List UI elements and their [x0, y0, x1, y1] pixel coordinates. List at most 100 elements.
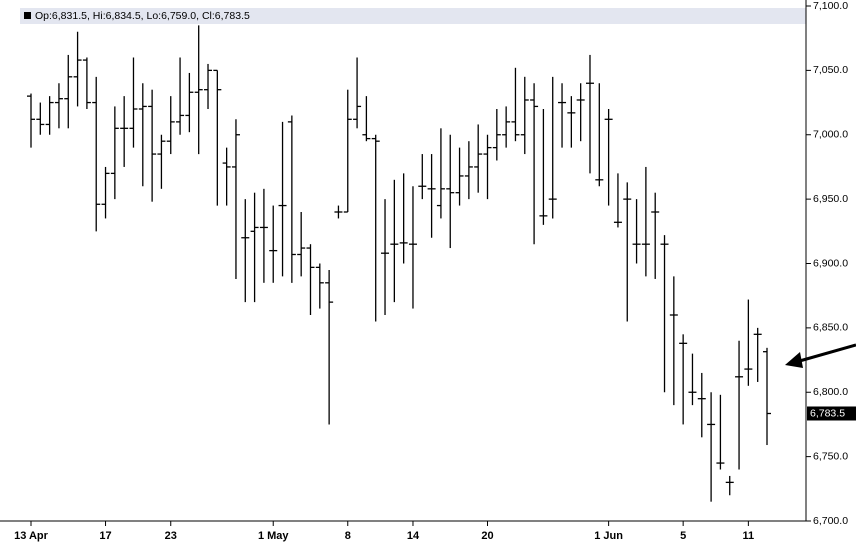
- ohlc-bar: [455, 147, 464, 206]
- ohlc-bar: [669, 276, 678, 406]
- y-tick-label: 7,050.0: [813, 64, 848, 76]
- ohlc-bar: [446, 134, 455, 249]
- y-tick-label: 7,000.0: [813, 129, 848, 141]
- ohlc-bar: [511, 67, 520, 142]
- ohlc-bar: [194, 25, 203, 155]
- ohlc-bar: [222, 147, 231, 206]
- ohlc-bar: [231, 119, 240, 279]
- ohlc-bar: [660, 235, 669, 393]
- ohlc-bar: [73, 31, 82, 107]
- x-tick-label: 1 Jun: [594, 530, 623, 542]
- x-tick-label: 17: [99, 530, 111, 542]
- ohlc-bar: [250, 192, 259, 303]
- annotation-arrow: [785, 343, 856, 368]
- ohlc-bar: [427, 154, 436, 238]
- x-tick-label: 23: [165, 530, 177, 542]
- ohlc-bar: [343, 89, 352, 213]
- ohlc-bar: [651, 192, 660, 279]
- last-price-box: [807, 406, 856, 421]
- ohlc-bar: [27, 93, 35, 148]
- x-tick-label: 1 May: [258, 530, 289, 542]
- ohlc-bar: [604, 109, 613, 206]
- ohlc-bar: [418, 154, 427, 200]
- ohlc-bar: [492, 109, 501, 161]
- ohlc-bar: [763, 347, 771, 446]
- ohlc-bar: [129, 57, 138, 148]
- ohlc-bar: [185, 72, 194, 133]
- y-tick-label: 6,750.0: [813, 450, 848, 462]
- ohlc-bar: [241, 199, 250, 303]
- ohlc-bar: [613, 173, 622, 228]
- ohlc-bar: [148, 89, 157, 202]
- ohlc-bar: [213, 69, 222, 206]
- ohlc-bar: [464, 141, 473, 200]
- ohlc-bar: [278, 121, 287, 277]
- ohlc-bar: [558, 83, 567, 148]
- ohlc-bar: [64, 54, 73, 129]
- ohlc-bar: [176, 57, 185, 135]
- header-text: Op:6,831.5, Hi:6,834.5, Lo:6,759.0, Cl:6…: [35, 10, 250, 22]
- ohlc-bar: [436, 128, 445, 219]
- ohlc-bar: [269, 205, 278, 283]
- ohlc-bar: [725, 475, 734, 496]
- y-tick-label: 7,100.0: [813, 0, 848, 12]
- ohlc-bar: [716, 394, 725, 470]
- x-tick-label: 5: [680, 530, 686, 542]
- y-tick-label: 6,950.0: [813, 193, 848, 205]
- y-tick-label: 6,850.0: [813, 322, 848, 334]
- y-tick-label: 6,900.0: [813, 257, 848, 269]
- ohlc-bar: [36, 102, 45, 135]
- ohlc-bar: [408, 186, 417, 309]
- ohlc-bar: [120, 96, 129, 167]
- y-tick-label: 6,700.0: [813, 515, 848, 527]
- y-tick-label: 6,800.0: [813, 386, 848, 398]
- ohlc-bar: [632, 199, 641, 264]
- ohlc-bar: [474, 124, 483, 193]
- ohlc-bar: [697, 372, 706, 438]
- x-tick-label: 13 Apr: [14, 530, 49, 542]
- ohlc-bar: [567, 96, 576, 148]
- x-tick-label: 14: [407, 530, 420, 542]
- ohlc-bar: [166, 96, 175, 155]
- header-marker: [24, 12, 31, 19]
- ohlc-bar: [92, 76, 101, 232]
- ohlc-bar: [306, 244, 315, 315]
- ohlc-bar: [82, 57, 91, 109]
- ohlc-bar: [138, 83, 147, 187]
- ohlc-bar: [483, 134, 492, 200]
- ohlc-bar: [297, 212, 306, 277]
- ohlc-bar: [502, 106, 511, 148]
- ohlc-bar: [287, 115, 296, 283]
- ohlc-bar: [362, 96, 371, 142]
- ohlc-bar: [585, 54, 594, 174]
- ohlc-bar: [707, 392, 716, 502]
- ohlc-bar: [204, 63, 213, 109]
- ohlc-bar: [110, 106, 119, 200]
- ohlc-bar: [390, 179, 399, 303]
- ohlc-bar: [399, 173, 408, 264]
- ohlc-bar: [371, 134, 380, 322]
- ohlc-bar: [753, 327, 762, 382]
- ohlc-bar: [315, 263, 324, 309]
- ohlc-bar: [735, 340, 744, 470]
- ohlc-bar: [539, 109, 548, 225]
- ohlc-bar: [259, 188, 268, 283]
- ohlc-bar: [744, 299, 753, 386]
- ohlc-bar: [45, 96, 54, 135]
- ohlc-bar: [157, 134, 166, 189]
- ohlc-bar: [334, 205, 343, 219]
- x-tick-label: 8: [345, 530, 351, 542]
- ohlc-bar: [641, 166, 650, 277]
- x-tick-label: 11: [743, 530, 755, 542]
- ohlc-bar: [623, 182, 632, 322]
- ohlc-bar: [530, 83, 539, 245]
- ohlc-bar: [576, 83, 585, 142]
- ohlc-bar: [54, 83, 63, 129]
- ohlc-bar: [325, 269, 334, 425]
- ohlc-bar: [595, 83, 604, 187]
- header-band: [20, 8, 806, 24]
- ohlc-bar: [101, 166, 110, 219]
- ohlc-bar: [353, 57, 362, 129]
- ohlc-bar: [688, 353, 697, 406]
